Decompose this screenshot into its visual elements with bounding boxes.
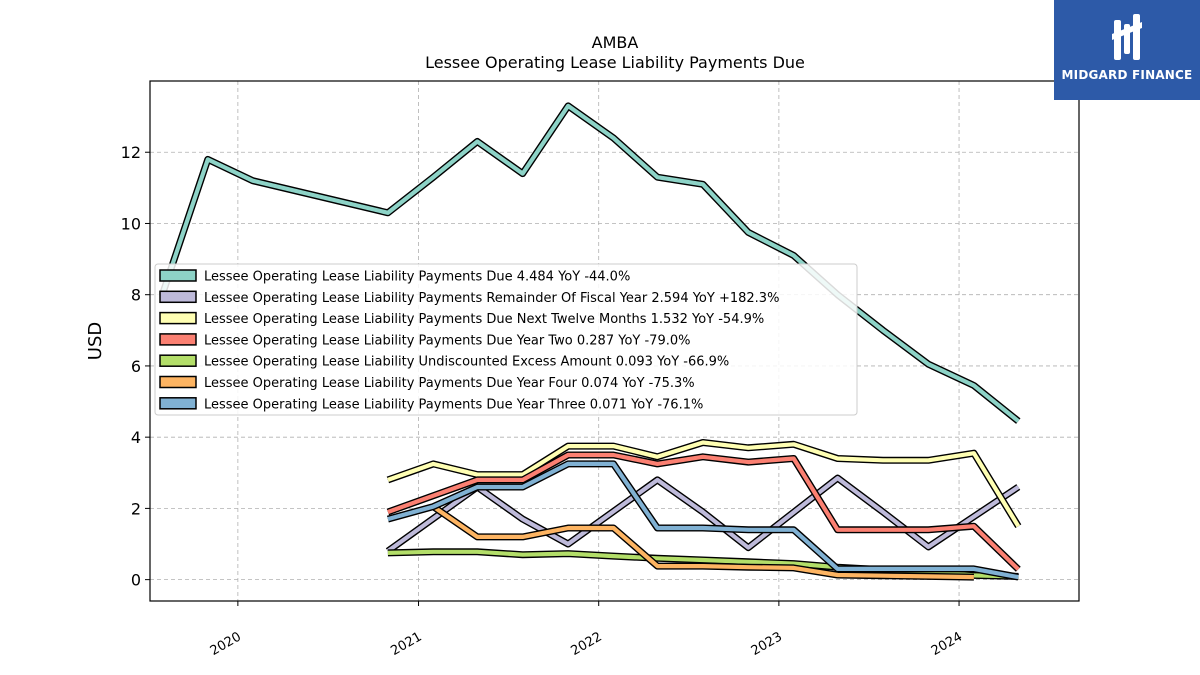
legend-entry: Lessee Operating Lease Liability Payment… xyxy=(204,397,703,412)
series-line xyxy=(387,452,1020,571)
legend-swatch xyxy=(159,375,197,389)
legend-entry: Lessee Operating Lease Liability Undisco… xyxy=(204,355,729,370)
x-tick-label: 2021 xyxy=(388,629,424,659)
legend-entry: Lessee Operating Lease Liability Payment… xyxy=(204,376,695,391)
legend-box xyxy=(154,263,858,416)
y-tick-label: 2 xyxy=(131,499,141,518)
series-line xyxy=(160,103,1020,423)
brand-logo: MIDGARD FINANCE xyxy=(1054,0,1200,100)
y-tick-label: 8 xyxy=(131,286,141,305)
y-tick-label: 4 xyxy=(131,428,141,447)
legend-entry: Lessee Operating Lease Liability Payment… xyxy=(204,333,690,348)
legend-swatch xyxy=(159,311,197,325)
series-line xyxy=(386,476,1020,553)
logo-wordmark: MIDGARD FINANCE xyxy=(1061,68,1193,82)
x-tick-label: 2023 xyxy=(749,629,785,659)
legend-swatch xyxy=(159,290,197,304)
y-tick-label: 10 xyxy=(121,214,141,233)
x-tick-label: 2022 xyxy=(569,629,605,659)
midgard-logo-icon xyxy=(1112,14,1142,60)
legend-swatch xyxy=(159,269,197,282)
y-tick-label: 6 xyxy=(131,357,141,376)
x-tick-label: 2020 xyxy=(208,629,244,659)
chart-subtitle: Lessee Operating Lease Liability Payment… xyxy=(425,53,805,72)
legend-entry: Lessee Operating Lease Liability Payment… xyxy=(204,270,630,285)
y-axis-label: USD xyxy=(85,322,106,360)
legend-entry: Lessee Operating Lease Liability Payment… xyxy=(204,312,764,327)
y-tick-label: 12 xyxy=(121,143,141,162)
series-lines xyxy=(158,102,1022,581)
legend-swatch xyxy=(159,397,197,410)
chart-title: AMBA xyxy=(592,33,639,52)
x-tick-label: 2024 xyxy=(929,629,965,659)
legend: Lessee Operating Lease Liability Payment… xyxy=(154,263,858,416)
series-line xyxy=(387,440,1021,528)
legend-swatch xyxy=(159,354,197,367)
y-tick-label: 0 xyxy=(131,571,141,590)
legend-swatch xyxy=(159,333,197,346)
y-axis-ticks: 0 2 4 6 8 10 12 xyxy=(121,143,150,590)
series-line xyxy=(432,504,974,580)
plot-frame xyxy=(149,80,1080,602)
x-axis-ticks: 2020 2021 2022 2023 2024 xyxy=(208,601,965,659)
series-line xyxy=(387,461,1019,580)
legend-entry: Lessee Operating Lease Liability Payment… xyxy=(204,291,779,306)
